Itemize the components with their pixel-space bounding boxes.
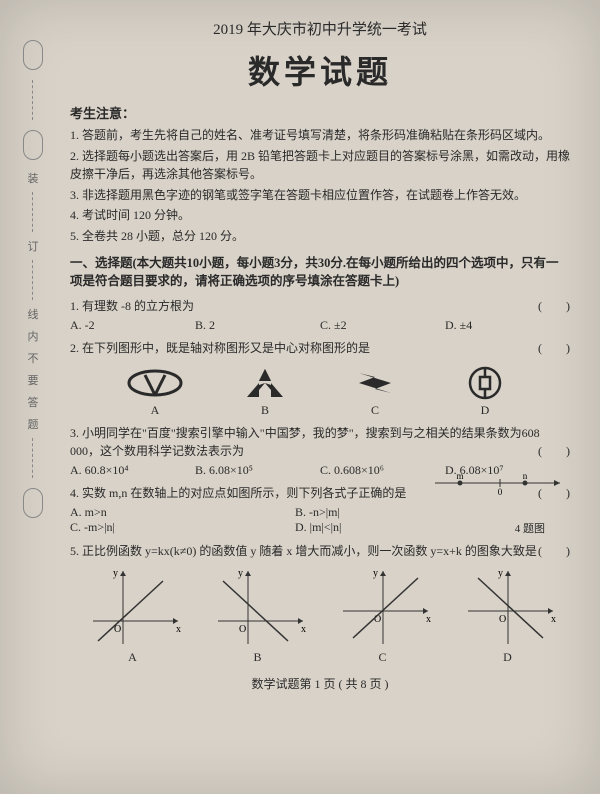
margin-char: 不 bbox=[8, 350, 58, 366]
notice-item: 1. 答题前，考生先将自己的姓名、准考证号填写清楚，将条形码准确粘贴在条形码区域… bbox=[70, 126, 570, 145]
margin-char: 题 bbox=[8, 416, 58, 432]
option-a: A. m>n bbox=[70, 505, 295, 520]
option-a: A. -2 bbox=[70, 318, 195, 333]
number-line-icon: m 0 n bbox=[430, 470, 570, 496]
answer-paren: ( ) bbox=[538, 339, 570, 357]
option-b: B. 2 bbox=[195, 318, 320, 333]
figure-label: A bbox=[125, 403, 185, 418]
exam-subtitle: 2019 年大庆市初中升学统一考试 bbox=[70, 18, 570, 39]
section-heading: 一、选择题(本大题共10小题，每小题3分，共30分.在每小题所给出的四个选项中，… bbox=[70, 254, 570, 292]
notice-item: 2. 选择题每小题选出答案后，用 2B 铅笔把答题卡上对应题目的答案标号涂黑，如… bbox=[70, 147, 570, 184]
suzuki-logo-icon bbox=[345, 365, 405, 401]
fold-dash bbox=[32, 192, 34, 232]
option-b: B. -n>|m| bbox=[295, 505, 520, 520]
mitsubishi-logo-icon bbox=[235, 365, 295, 401]
margin-char: 装 bbox=[8, 170, 58, 186]
graph-d-icon: x y O bbox=[458, 566, 558, 648]
question-text: 2. 在下列图形中，既是轴对称图形又是中心对称图形的是 bbox=[70, 341, 370, 355]
margin-char: 订 bbox=[8, 238, 58, 254]
option-c: C. ±2 bbox=[320, 318, 445, 333]
svg-text:x: x bbox=[176, 624, 181, 635]
figure-label: C bbox=[345, 403, 405, 418]
margin-char: 要 bbox=[8, 372, 58, 388]
punch-mark bbox=[23, 488, 43, 518]
answer-paren: ( ) bbox=[538, 542, 570, 560]
svg-text:x: x bbox=[301, 624, 306, 635]
option-c: C. 0.608×10⁶ bbox=[320, 463, 445, 478]
question-4-options: A. m>n B. -n>|m| C. -m>|n| D. |m|<|n| 4 … bbox=[70, 505, 570, 536]
exam-page: 装 订 线 内 不 要 答 题 2019 年大庆市初中升学统一考试 数学试题 考… bbox=[0, 0, 600, 794]
answer-paren: ( ) bbox=[538, 442, 570, 460]
question-text: 3. 小明同学在"百度"搜索引擎中输入"中国梦，我的梦"，搜索到与之相关的结果条… bbox=[70, 426, 540, 458]
svg-text:x: x bbox=[551, 614, 556, 625]
fold-dash bbox=[32, 80, 34, 120]
svg-text:x: x bbox=[426, 614, 431, 625]
question-text: 5. 正比例函数 y=kx(k≠0) 的函数值 y 随着 x 增大而减小，则一次… bbox=[70, 544, 537, 558]
header: 2019 年大庆市初中升学统一考试 数学试题 bbox=[70, 18, 570, 93]
figure-label: D bbox=[458, 650, 558, 665]
question-5-labels: A B C D bbox=[70, 650, 570, 665]
option-b: B. 6.08×10⁵ bbox=[195, 463, 320, 478]
figure-label: A bbox=[83, 650, 183, 665]
question-5-graphs: x y O x y O x y O x y O bbox=[70, 566, 570, 648]
option-c: C. -m>|n| bbox=[70, 520, 295, 536]
fold-dash bbox=[32, 260, 34, 300]
answer-paren: ( ) bbox=[538, 297, 570, 315]
fold-dash bbox=[32, 438, 34, 478]
question-2-labels: A B C D bbox=[100, 403, 540, 418]
margin-char: 答 bbox=[8, 394, 58, 410]
question-5: 5. 正比例函数 y=kx(k≠0) 的函数值 y 随着 x 增大而减小，则一次… bbox=[70, 542, 570, 560]
svg-text:y: y bbox=[113, 568, 118, 579]
figure-label: B bbox=[208, 650, 308, 665]
page-footer: 数学试题第 1 页 ( 共 8 页 ) bbox=[70, 675, 570, 692]
figure-label: D bbox=[455, 403, 515, 418]
figure-label: C bbox=[333, 650, 433, 665]
svg-text:O: O bbox=[239, 624, 246, 635]
question-3: 3. 小明同学在"百度"搜索引擎中输入"中国梦，我的梦"，搜索到与之相关的结果条… bbox=[70, 424, 570, 460]
infiniti-logo-icon bbox=[125, 365, 185, 401]
question-2: 2. 在下列图形中，既是轴对称图形又是中心对称图形的是 ( ) bbox=[70, 339, 570, 357]
graph-b-icon: x y O bbox=[208, 566, 308, 648]
question-text: 4. 实数 m,n 在数轴上的对应点如图所示，则下列各式子正确的是 bbox=[70, 486, 406, 500]
question-1-options: A. -2 B. 2 C. ±2 D. ±4 bbox=[70, 318, 570, 333]
notice-item: 4. 考试时间 120 分钟。 bbox=[70, 206, 570, 225]
question-2-figures bbox=[100, 365, 540, 401]
svg-text:n: n bbox=[523, 471, 528, 481]
graph-c-icon: xyO bbox=[333, 566, 433, 648]
option-a: A. 60.8×10⁴ bbox=[70, 463, 195, 478]
question-1: 1. 有理数 -8 的立方根为 ( ) bbox=[70, 297, 570, 315]
exam-title: 数学试题 bbox=[70, 47, 570, 93]
notice-item: 3. 非选择题用黑色字迹的钢笔或签字笔在答题卡相应位置作答，在试题卷上作答无效。 bbox=[70, 186, 570, 205]
option-d: D. |m|<|n| bbox=[295, 520, 445, 536]
binding-margin: 装 订 线 内 不 要 答 题 bbox=[8, 30, 58, 774]
margin-char: 内 bbox=[8, 328, 58, 344]
bank-of-china-logo-icon bbox=[455, 365, 515, 401]
option-d: D. ±4 bbox=[445, 318, 570, 333]
svg-text:0: 0 bbox=[498, 487, 503, 496]
notice-heading: 考生注意： bbox=[70, 103, 570, 122]
svg-text:O: O bbox=[499, 614, 506, 625]
svg-text:y: y bbox=[498, 568, 503, 579]
question-4: 4. 实数 m,n 在数轴上的对应点如图所示，则下列各式子正确的是 ( ) m … bbox=[70, 484, 570, 502]
notice-item: 5. 全卷共 28 小题，总分 120 分。 bbox=[70, 227, 570, 246]
svg-text:y: y bbox=[238, 568, 243, 579]
question-text: 1. 有理数 -8 的立方根为 bbox=[70, 299, 194, 313]
punch-mark bbox=[23, 130, 43, 160]
svg-text:m: m bbox=[456, 471, 463, 481]
graph-a-icon: xyO bbox=[83, 566, 183, 648]
margin-char: 线 bbox=[8, 306, 58, 322]
figure-label: B bbox=[235, 403, 295, 418]
figure-caption: 4 题图 bbox=[445, 520, 545, 536]
punch-mark bbox=[23, 40, 43, 70]
svg-text:y: y bbox=[373, 568, 378, 579]
